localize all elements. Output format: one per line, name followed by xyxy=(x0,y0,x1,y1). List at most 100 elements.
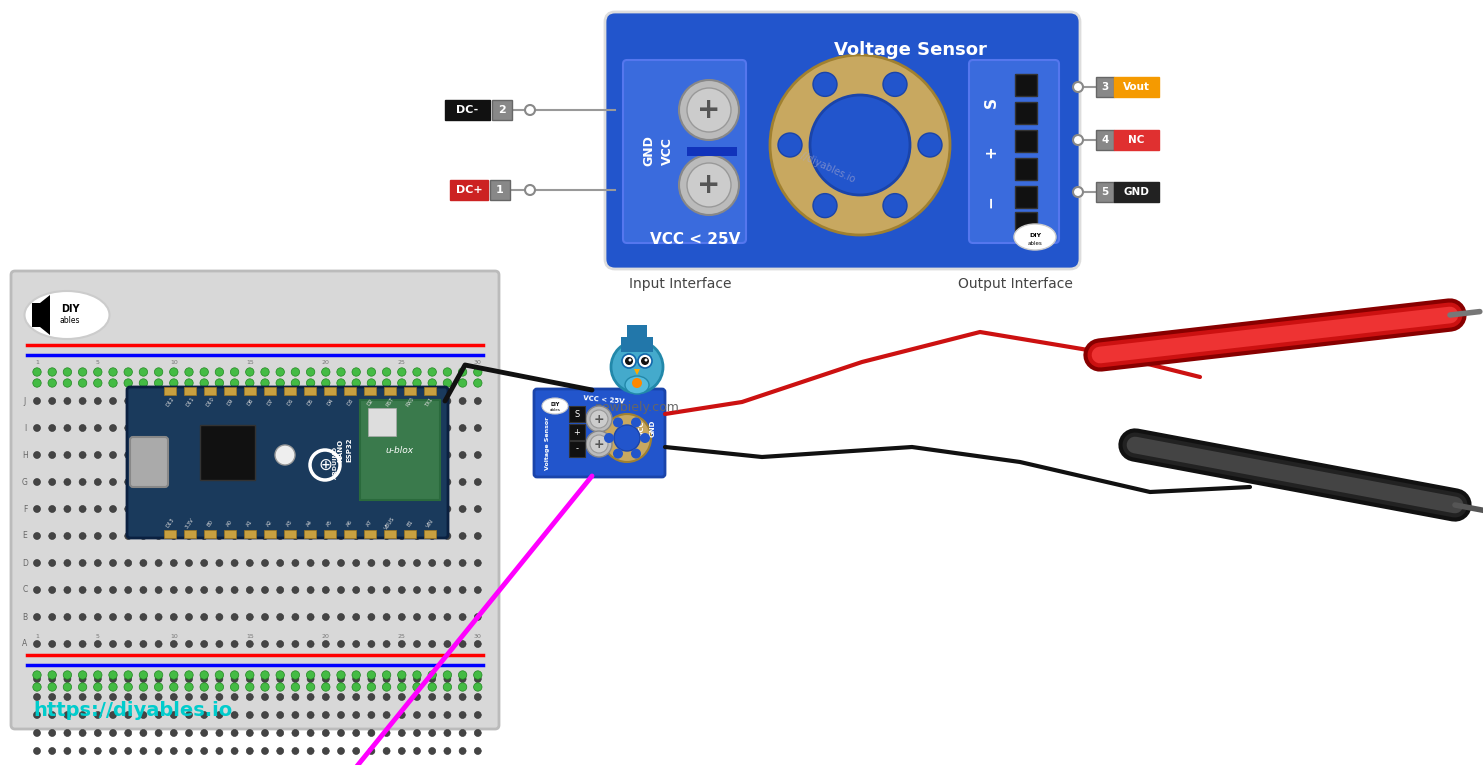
Ellipse shape xyxy=(624,376,650,394)
Bar xyxy=(424,387,436,395)
Circle shape xyxy=(641,433,650,443)
Circle shape xyxy=(34,532,40,539)
Bar xyxy=(621,337,653,352)
Circle shape xyxy=(231,675,239,682)
Circle shape xyxy=(399,711,405,718)
Circle shape xyxy=(95,730,101,737)
Circle shape xyxy=(443,379,452,387)
Circle shape xyxy=(79,747,86,754)
Circle shape xyxy=(34,425,40,431)
Circle shape xyxy=(217,478,222,486)
Circle shape xyxy=(353,587,360,594)
Circle shape xyxy=(322,640,329,647)
Circle shape xyxy=(154,368,163,376)
Circle shape xyxy=(292,559,300,567)
Circle shape xyxy=(629,359,632,362)
Circle shape xyxy=(443,730,451,737)
Circle shape xyxy=(322,711,329,718)
Circle shape xyxy=(125,559,132,567)
Circle shape xyxy=(460,694,466,701)
Circle shape xyxy=(475,451,482,458)
Circle shape xyxy=(429,425,436,431)
Circle shape xyxy=(154,683,163,692)
Circle shape xyxy=(399,506,405,513)
Circle shape xyxy=(110,506,117,513)
Circle shape xyxy=(353,532,360,539)
Circle shape xyxy=(307,368,314,376)
Circle shape xyxy=(246,640,254,647)
Circle shape xyxy=(813,194,836,217)
Circle shape xyxy=(49,614,56,620)
Circle shape xyxy=(171,694,178,701)
Circle shape xyxy=(277,640,283,647)
Circle shape xyxy=(64,478,71,486)
Circle shape xyxy=(383,614,390,620)
Text: 30: 30 xyxy=(475,634,482,640)
Circle shape xyxy=(679,155,739,215)
Circle shape xyxy=(337,379,346,387)
Circle shape xyxy=(79,478,86,486)
Circle shape xyxy=(414,640,421,647)
Circle shape xyxy=(108,671,117,679)
Circle shape xyxy=(49,587,56,594)
Circle shape xyxy=(475,711,482,718)
Circle shape xyxy=(412,683,421,692)
Circle shape xyxy=(414,675,421,682)
Bar xyxy=(363,530,377,538)
Circle shape xyxy=(33,379,42,387)
Circle shape xyxy=(338,532,344,539)
Circle shape xyxy=(64,451,71,458)
Circle shape xyxy=(34,711,40,718)
Circle shape xyxy=(353,425,360,431)
Circle shape xyxy=(383,398,390,405)
Circle shape xyxy=(156,747,162,754)
Circle shape xyxy=(292,587,300,594)
Circle shape xyxy=(261,425,268,431)
Bar xyxy=(368,408,396,436)
Circle shape xyxy=(368,683,375,692)
Text: H: H xyxy=(22,451,28,460)
Circle shape xyxy=(460,587,466,594)
Circle shape xyxy=(473,379,482,387)
Circle shape xyxy=(125,451,132,458)
Circle shape xyxy=(261,711,268,718)
Circle shape xyxy=(307,614,314,620)
Circle shape xyxy=(246,587,254,594)
Circle shape xyxy=(383,559,390,567)
Circle shape xyxy=(443,711,451,718)
Text: DC+: DC+ xyxy=(455,185,482,195)
Circle shape xyxy=(171,506,178,513)
Circle shape xyxy=(383,451,390,458)
Text: 3.3V: 3.3V xyxy=(184,516,196,529)
Circle shape xyxy=(125,675,132,682)
Circle shape xyxy=(397,379,406,387)
Circle shape xyxy=(49,747,56,754)
Bar xyxy=(33,303,40,327)
Circle shape xyxy=(93,368,102,376)
Circle shape xyxy=(64,675,71,682)
Bar xyxy=(1114,77,1160,97)
Bar xyxy=(1014,186,1037,208)
Circle shape xyxy=(414,506,421,513)
Circle shape xyxy=(277,730,283,737)
Circle shape xyxy=(429,532,436,539)
FancyBboxPatch shape xyxy=(128,387,448,538)
Circle shape xyxy=(200,683,209,692)
Circle shape xyxy=(307,671,314,679)
Circle shape xyxy=(443,368,452,376)
Text: RX0: RX0 xyxy=(405,396,415,408)
Circle shape xyxy=(79,614,86,620)
Text: 15: 15 xyxy=(246,360,254,364)
Circle shape xyxy=(475,587,482,594)
Text: 3: 3 xyxy=(1102,82,1109,92)
Circle shape xyxy=(383,425,390,431)
Circle shape xyxy=(307,683,314,692)
Circle shape xyxy=(110,730,117,737)
Bar xyxy=(445,100,489,120)
Bar xyxy=(245,387,257,395)
Circle shape xyxy=(475,730,482,737)
Circle shape xyxy=(291,683,300,692)
Circle shape xyxy=(95,711,101,718)
Text: D3: D3 xyxy=(346,398,354,406)
Circle shape xyxy=(353,730,360,737)
